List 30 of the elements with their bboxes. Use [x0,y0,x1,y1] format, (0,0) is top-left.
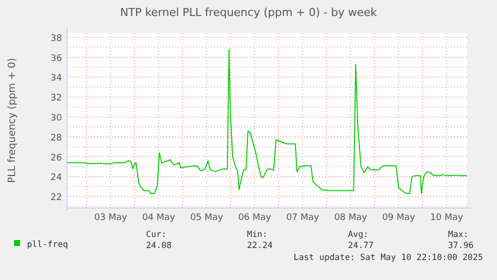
x-tick-label: 04 May [142,213,176,223]
y-tick-label: 38 [50,34,62,44]
y-tick-label: 36 [50,54,62,64]
text: 24.08 [146,241,172,251]
text: Max: [448,230,468,240]
text: Avg: [348,230,368,240]
text: 22.24 [247,241,273,251]
y-tick-label: 34 [50,74,62,84]
x-tick-label: 08 May [334,213,368,223]
y-tick-label: 26 [50,153,62,164]
x-tick-label: 05 May [190,213,224,223]
line-series [66,48,468,194]
x-tick-label: 10 May [430,213,464,223]
y-tick-label: 22 [50,193,62,204]
x-tick-label: 09 May [382,213,416,223]
y-tick-label: 24 [50,173,62,184]
y-axis-title: PLL frequency (ppm + 0) [7,58,18,184]
y-tick-label: 32 [50,94,62,104]
text: Cur: [146,230,166,240]
legend-label: pll-freq [27,240,68,250]
text: 37.96 [448,241,474,251]
chart-title: NTP kernel PLL frequency (ppm + 0) - by week [120,6,378,19]
x-tick-label: 06 May [238,213,272,223]
y-tick-label: 28 [50,133,62,144]
text: Last update: Sat May 10 22:10:00 2025 [294,253,483,263]
x-tick-label: 03 May [94,213,128,223]
y-tick-label: 30 [50,114,62,124]
text: 24.77 [348,241,374,251]
x-tick-label: 07 May [286,213,320,223]
text: Min: [247,230,268,240]
